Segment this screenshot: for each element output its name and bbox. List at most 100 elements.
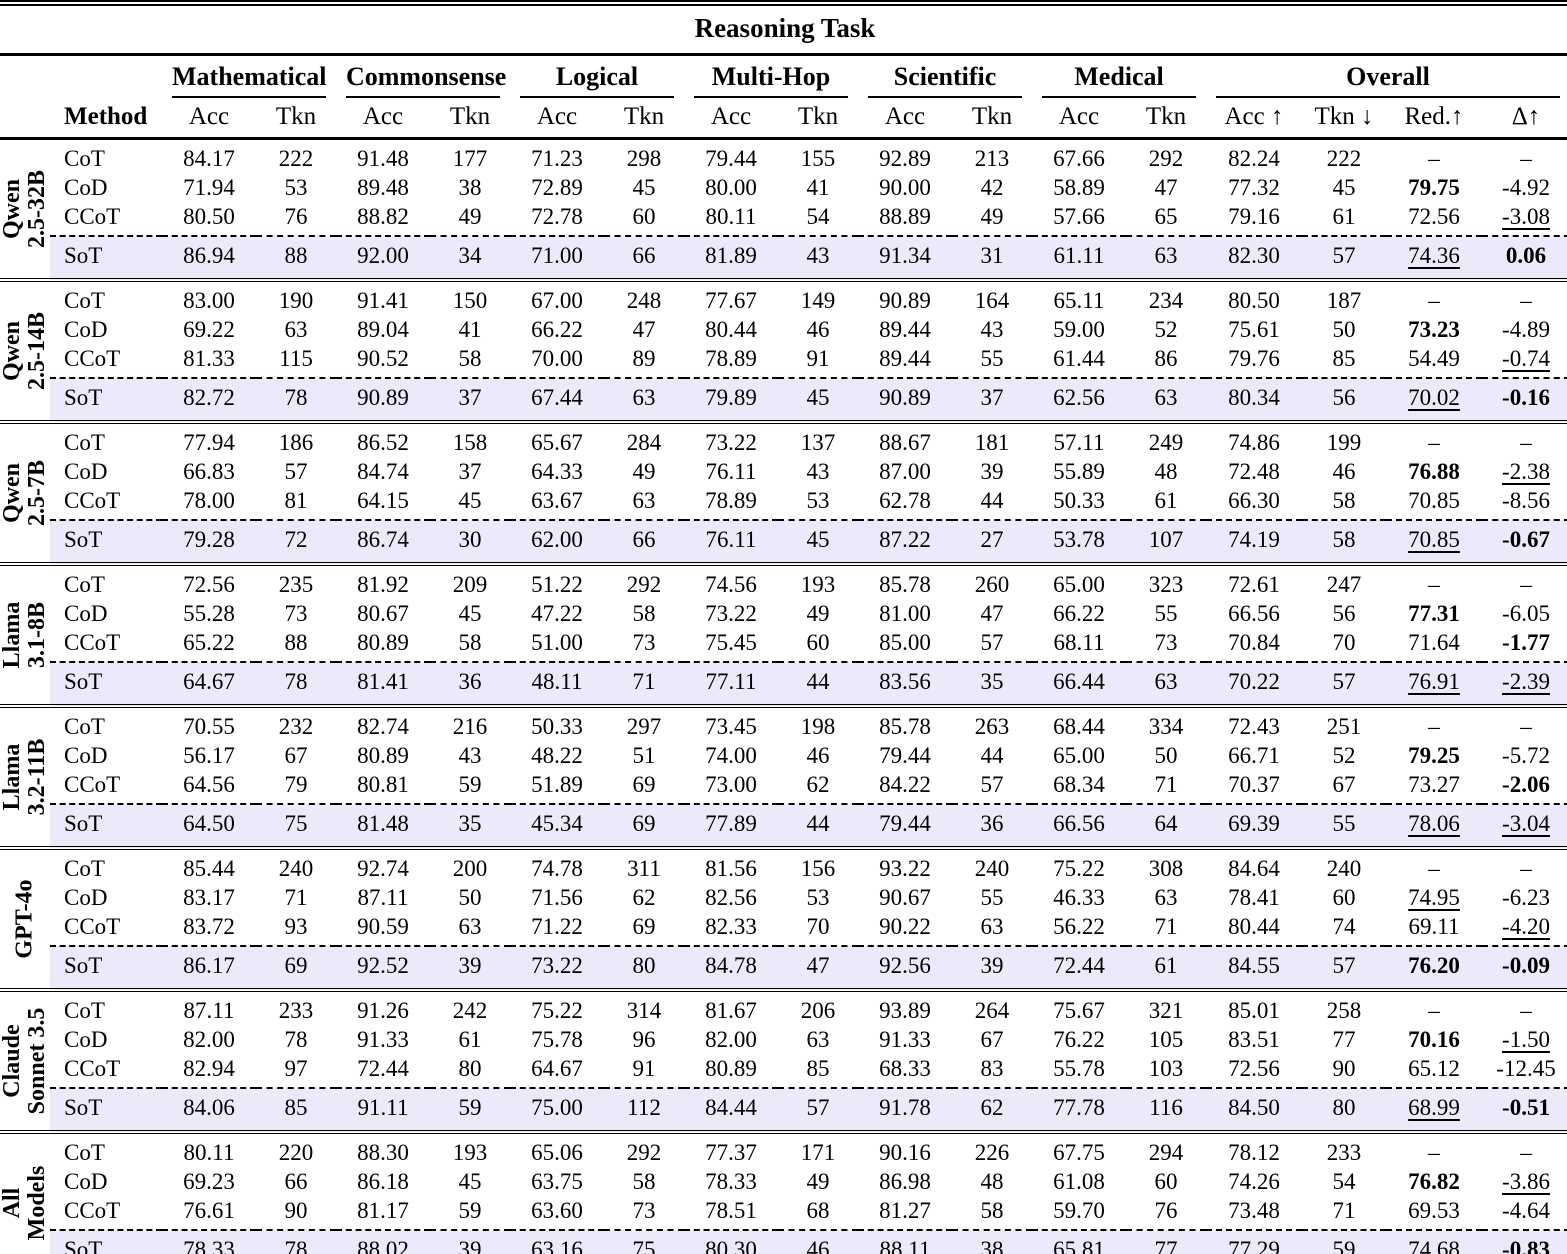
model-label-cell: GPT-4o (0, 848, 50, 990)
value-cell: -6.05 (1502, 601, 1550, 626)
model-label-line: Models (24, 1165, 50, 1241)
value-cell: 62.00 (510, 519, 604, 564)
value-cell: 50 (1332, 317, 1356, 342)
metric-column-header: Acc (710, 103, 752, 130)
task-group-label: Mathematical (172, 63, 327, 98)
value-cell: 43 (806, 459, 830, 484)
value-cell: 38 (952, 1229, 1032, 1254)
value-cell: -0.09 (1482, 945, 1567, 990)
value-cell: 50 (458, 885, 482, 910)
value-cell: 42 (980, 175, 1004, 200)
value-cell: 82.72 (162, 377, 256, 422)
value-cell: 263 (974, 714, 1010, 739)
value-cell: 60 (1332, 885, 1356, 910)
table-row: CCoT 76.61 90 81.17 59 63.60 73 78.51 68 81.27 58 5… (0, 1196, 1567, 1230)
value-cell: 200 (452, 856, 488, 881)
value-cell: 158 (452, 430, 488, 455)
value-cell: 69 (256, 945, 336, 990)
value-cell: 90.89 (336, 377, 430, 422)
overall-metric-header: Acc ↑ (1224, 103, 1284, 130)
value-cell: 181 (974, 430, 1010, 455)
value-cell: 68.33 (879, 1056, 931, 1081)
value-cell: 54 (806, 204, 830, 229)
method-cell: CoT (64, 288, 105, 313)
value-cell: 216 (452, 714, 488, 739)
value-cell: 81.56 (705, 856, 757, 881)
value-cell: 64.15 (357, 488, 409, 513)
value-cell: 80.89 (357, 630, 409, 655)
value-cell: 66.22 (531, 317, 583, 342)
value-cell: 284 (626, 430, 662, 455)
value-cell: 91.34 (858, 235, 952, 280)
value-cell: 71 (284, 885, 308, 910)
value-cell: 51.22 (531, 572, 583, 597)
value-cell: 193 (452, 1140, 488, 1165)
value-cell: 74.68 (1386, 1229, 1482, 1254)
value-cell: 83.56 (858, 661, 952, 706)
value-cell: 79.25 (1408, 743, 1460, 768)
value-cell: 75.67 (1053, 998, 1105, 1023)
task-group-header: Mathematical (162, 55, 336, 100)
value-cell: 81.48 (336, 803, 430, 848)
value-cell: 61 (1332, 204, 1356, 229)
value-cell: 49 (980, 204, 1004, 229)
value-cell: 75.22 (531, 998, 583, 1023)
value-cell: 233 (278, 998, 314, 1023)
value-cell: -1.50 (1502, 1027, 1550, 1052)
value-cell: 45 (458, 601, 482, 626)
value-cell: 240 (1326, 856, 1362, 881)
value-cell: 77.67 (705, 288, 757, 313)
value-cell: 80 (604, 945, 684, 990)
value-cell: 150 (452, 288, 488, 313)
value-cell: 46 (1332, 459, 1356, 484)
value-cell: 69.39 (1206, 803, 1302, 848)
table-row: CoD 69.23 66 86.18 45 63.75 58 78.33 49 86.98 48 61… (0, 1167, 1567, 1196)
value-cell: 50.33 (531, 714, 583, 739)
value-cell: – (1520, 288, 1532, 313)
value-cell: 89.44 (879, 346, 931, 371)
value-cell: 209 (452, 572, 488, 597)
table-row: CoD 55.28 73 80.67 45 47.22 58 73.22 49 81.00 47 66… (0, 599, 1567, 628)
value-cell: 63 (1126, 377, 1206, 422)
value-cell: 74.00 (705, 743, 757, 768)
value-cell: 71.94 (183, 175, 235, 200)
value-cell: – (1520, 998, 1532, 1023)
value-cell: 79.44 (705, 146, 757, 171)
method-cell: CCoT (64, 914, 121, 939)
model-label-line: 2.5-7B (24, 460, 50, 526)
model-label-line: 2.5-32B (24, 170, 50, 248)
table-row: GPT-4o CoT 85.44 240 92.74 200 74.78 311 81.56 15… (0, 848, 1567, 990)
value-cell: – (1520, 146, 1532, 171)
value-cell: 88.02 (336, 1229, 430, 1254)
value-cell: 76.20 (1386, 945, 1482, 990)
task-group-header: Multi-Hop (684, 55, 858, 100)
model-block: Qwen 2.5-7B CoT 77.94 186 86.52 158 65.67 284 73.… (0, 422, 1567, 564)
method-cell: SoT (50, 235, 162, 280)
value-cell: 71.23 (531, 146, 583, 171)
model-label-line: 2.5-14B (24, 312, 50, 390)
value-cell: 67 (284, 743, 308, 768)
value-cell: 67 (1332, 772, 1356, 797)
value-cell: 71 (1154, 914, 1178, 939)
value-cell: 76.61 (183, 1198, 235, 1223)
value-cell: 62 (806, 772, 830, 797)
value-cell: 82.24 (1228, 146, 1280, 171)
value-cell: 79.75 (1408, 175, 1460, 200)
value-cell: 93.89 (879, 998, 931, 1023)
value-cell: 82.00 (183, 1027, 235, 1052)
value-cell: 85 (256, 1087, 336, 1132)
value-cell: 91 (632, 1056, 656, 1081)
value-cell: 71 (1332, 1198, 1356, 1223)
value-cell: 30 (430, 519, 510, 564)
value-cell: 46.33 (1053, 885, 1105, 910)
value-cell: 49 (632, 459, 656, 484)
value-cell: 73 (1154, 630, 1178, 655)
table-row: SoT 64.67 78 81.41 36 48.11 71 77.11 44 83.56 35 66… (0, 661, 1567, 706)
value-cell: 292 (1148, 146, 1184, 171)
model-label-line: 3.1-8B (24, 602, 50, 669)
value-cell: 86.94 (162, 235, 256, 280)
value-cell: 76.82 (1408, 1169, 1460, 1194)
value-cell: 61 (1126, 945, 1206, 990)
metric-column-header: Tkn (275, 103, 317, 130)
method-cell: CoT (64, 714, 105, 739)
